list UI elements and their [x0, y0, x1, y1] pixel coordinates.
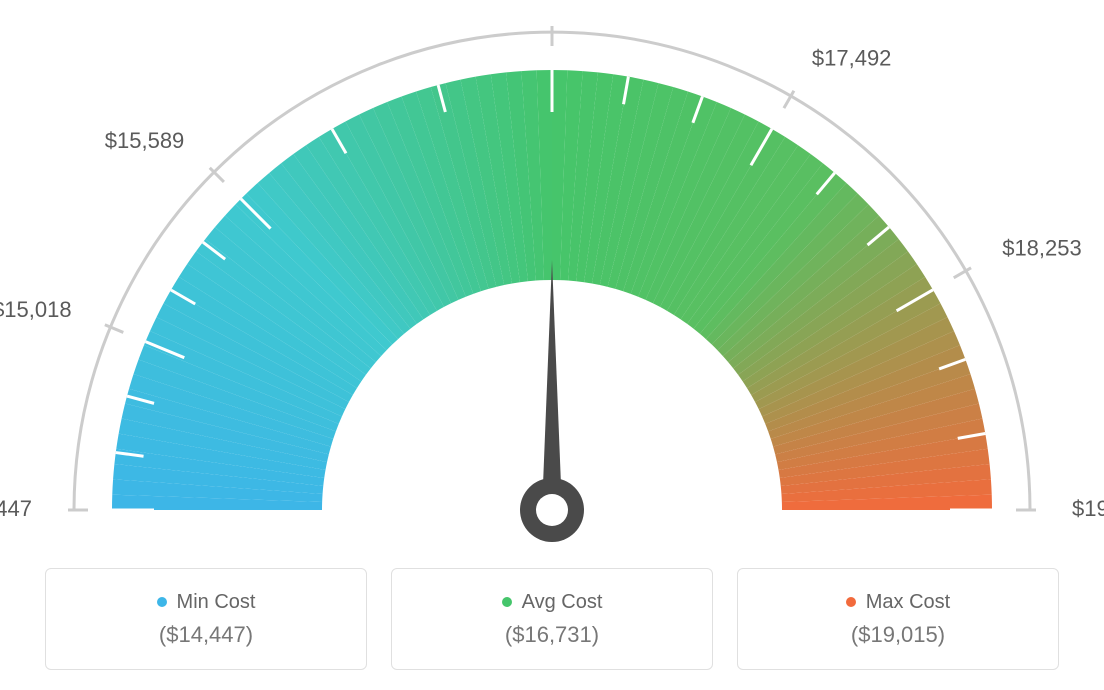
gauge-needle: [542, 260, 562, 510]
avg-cost-label: Avg Cost: [522, 591, 603, 614]
gauge-tick-label: $15,589: [105, 128, 185, 153]
avg-cost-title: Avg Cost: [502, 591, 603, 614]
gauge-tick-label: $16,731: [512, 0, 592, 1]
min-cost-value: ($14,447): [159, 622, 253, 648]
gauge-tick-label: $17,492: [812, 45, 892, 70]
max-cost-value: ($19,015): [851, 622, 945, 648]
summary-cards: Min Cost ($14,447) Avg Cost ($16,731) Ma…: [0, 568, 1104, 670]
max-cost-title: Max Cost: [846, 591, 950, 614]
avg-cost-card: Avg Cost ($16,731): [391, 568, 713, 670]
avg-dot-icon: [502, 597, 512, 607]
min-dot-icon: [157, 597, 167, 607]
needle-hub-inner: [536, 494, 568, 526]
gauge-tick-label: $15,018: [0, 297, 72, 322]
min-cost-title: Min Cost: [157, 591, 256, 614]
min-cost-label: Min Cost: [177, 591, 256, 614]
chart-container: $14,447 $15,018 $15,589 $16,731 $17,492 $18,2…: [0, 0, 1104, 690]
max-dot-icon: [846, 597, 856, 607]
max-cost-label: Max Cost: [866, 591, 950, 614]
gauge-svg: $14,447 $15,018 $15,589 $16,731 $17,492 $18,2…: [0, 0, 1104, 560]
min-cost-card: Min Cost ($14,447): [45, 568, 367, 670]
avg-cost-value: ($16,731): [505, 622, 599, 648]
gauge-tick-label: $18,253: [1002, 236, 1082, 261]
gauge-tick-label: $19,015: [1072, 496, 1104, 521]
gauge-tick-label: $14,447: [0, 496, 32, 521]
gauge-area: $14,447 $15,018 $15,589 $16,731 $17,492 $18,2…: [0, 0, 1104, 560]
max-cost-card: Max Cost ($19,015): [737, 568, 1059, 670]
